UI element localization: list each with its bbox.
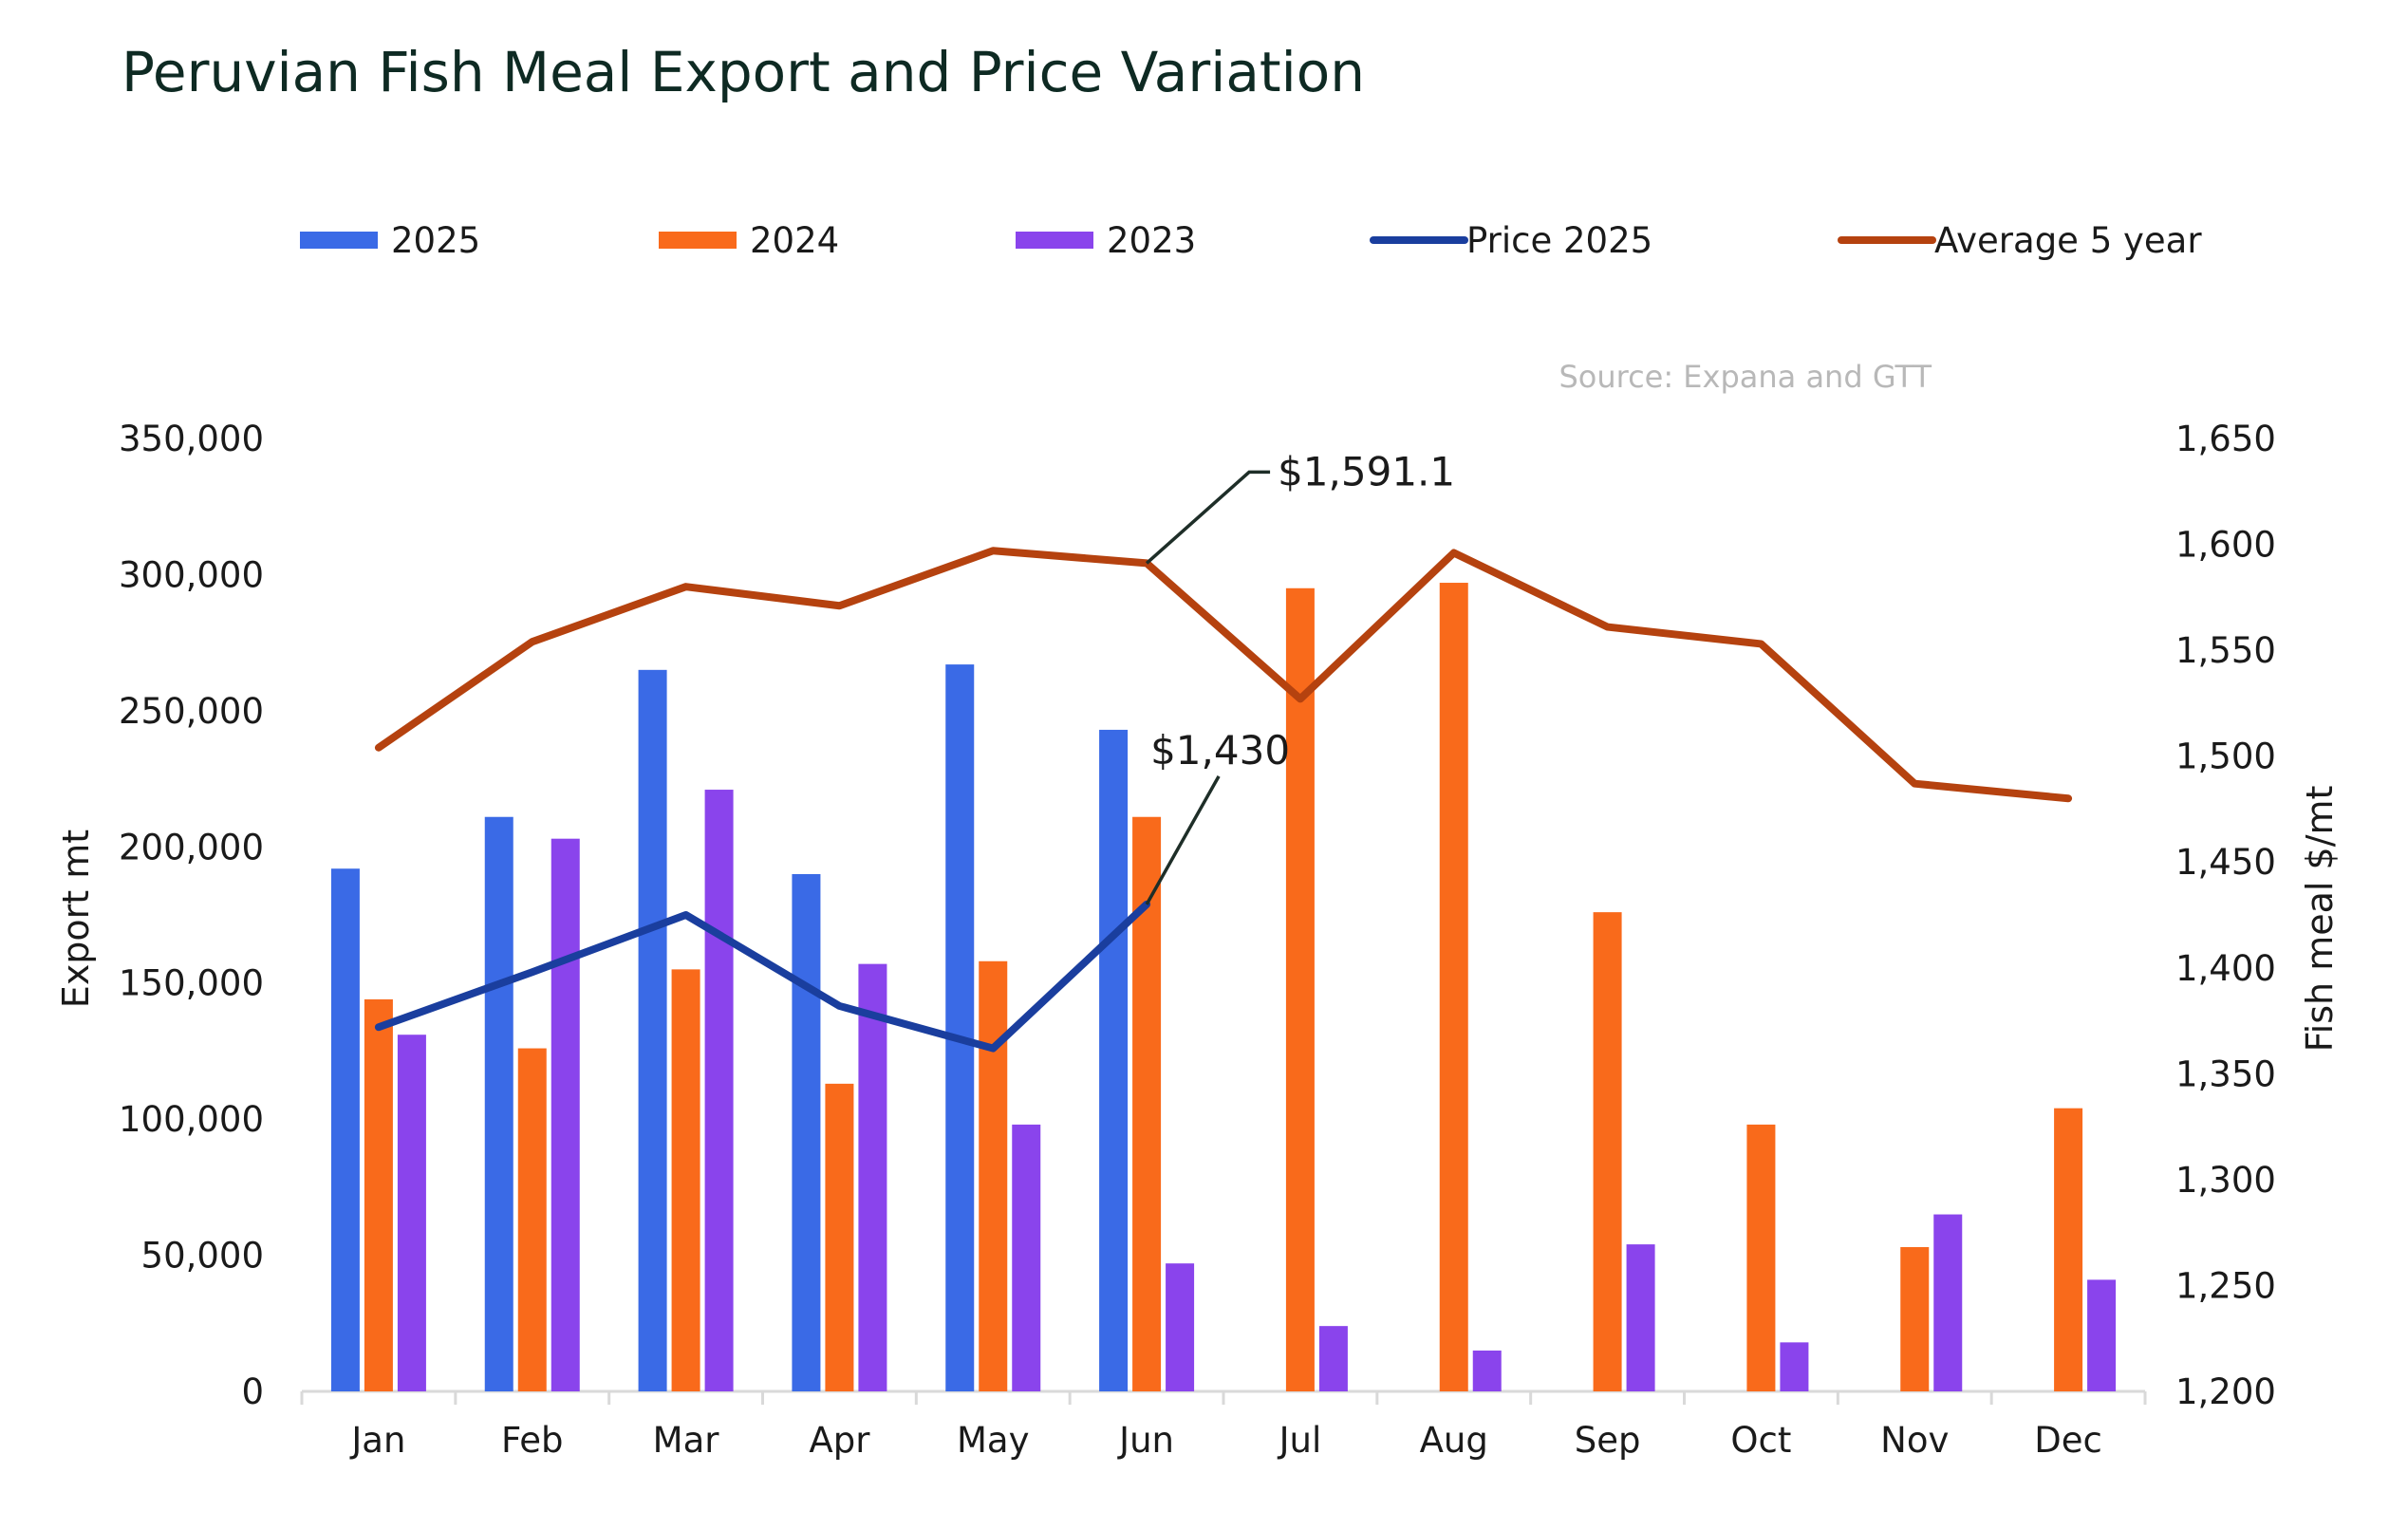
line-Average 5 year [374,547,2073,803]
annotations: $1,591.1 $1,430 [1145,448,1455,905]
legend-swatch-2025 [300,232,378,249]
bar-2024-May [979,960,1008,1391]
right-axis-title: Fish meal $/mt [2299,786,2341,1053]
x-tick-label: Apr [809,1420,870,1461]
bar-2024-Feb [517,1048,547,1391]
bar-2023-Feb [551,838,580,1391]
legend-swatch-2024 [659,232,737,249]
bar-2024-Nov [1900,1246,1930,1391]
legend-label-2025: 2025 [391,220,480,261]
y-right-tick-label: 1,550 [2175,630,2276,671]
bar-2023-Jan [397,1035,426,1391]
right-axis: 1,200 1,250 1,300 1,350 1,400 1,450 1,500 1,550… [2175,419,2276,1412]
legend: 2025 2024 2023 Price 2025 Average 5 year [300,220,2202,261]
annotation-leader [1145,774,1221,905]
x-tick-label: Feb [501,1420,564,1461]
annotation-label: $1,430 [1150,727,1290,774]
x-tick-label: Dec [2034,1420,2102,1461]
x-axis: Jan Feb Mar Apr May Jun Jul Aug Sep Oct Nov Dec [300,1391,2147,1461]
bar-2023-Nov [1933,1214,1963,1391]
bar-2023-Jul [1318,1326,1348,1391]
bar-2023-Mar [704,790,734,1391]
legend-label-2023: 2023 [1107,220,1196,261]
y-right-tick-label: 1,350 [2175,1054,2276,1094]
y-right-tick-label: 1,300 [2175,1160,2276,1201]
legend-swatch-2023 [1016,232,1093,249]
y-left-tick-label: 50,000 [141,1236,264,1277]
bar-2024-Mar [671,969,700,1391]
bar-2023-May [1012,1124,1041,1391]
bar-2024-Sep [1593,912,1622,1391]
bar-2025-Apr [792,873,821,1391]
left-axis: 0 50,000 100,000 150,000 200,000 250,000 300,0… [119,419,264,1412]
bar-2023-Aug [1472,1350,1502,1391]
bar-2023-Oct [1780,1342,1809,1391]
x-tick-label: Aug [1420,1420,1488,1461]
lines [374,547,2073,1053]
x-tick-label: Sep [1575,1420,1641,1461]
x-tick-label: Jul [1278,1420,1322,1461]
bar-2023-Apr [858,963,887,1391]
y-right-tick-label: 1,200 [2175,1371,2276,1412]
bar-2025-Jan [330,868,360,1391]
x-tick-label: Jan [349,1420,405,1461]
y-right-tick-label: 1,600 [2175,525,2276,566]
bar-2024-Dec [2054,1108,2083,1391]
y-right-tick-label: 1,650 [2175,419,2276,459]
chart-title: Peruvian Fish Meal Export and Price Vari… [121,40,1365,104]
annotation-label: $1,591.1 [1278,448,1455,494]
legend-label-2024: 2024 [750,220,839,261]
bar-2025-May [945,664,975,1391]
bar-2023-Sep [1626,1244,1655,1391]
bar-2024-Aug [1439,583,1468,1391]
y-left-tick-label: 100,000 [119,1099,264,1140]
legend-label-Average 5 year: Average 5 year [1934,220,2202,261]
bar-2024-Jul [1285,587,1315,1391]
bar-2025-Feb [484,816,513,1391]
y-left-tick-label: 350,000 [119,419,264,459]
line-Price 2025 [374,900,1151,1053]
y-left-tick-label: 250,000 [119,691,264,732]
annotation-leader [1145,470,1271,565]
x-tick-label: Oct [1730,1420,1791,1461]
bar-2024-Oct [1746,1124,1776,1391]
x-tick-label: May [957,1420,1030,1461]
y-right-tick-label: 1,450 [2175,842,2276,883]
bars [330,583,2117,1391]
y-right-tick-label: 1,500 [2175,737,2276,777]
y-left-tick-label: 300,000 [119,554,264,595]
y-right-tick-label: 1,400 [2175,948,2276,989]
left-axis-title: Export mt [55,830,97,1008]
bar-2025-Mar [638,669,667,1391]
bar-2024-Apr [825,1083,854,1391]
legend-label-Price 2025: Price 2025 [1466,220,1652,261]
y-left-tick-label: 150,000 [119,963,264,1004]
bar-2025-Jun [1099,729,1129,1391]
source-note: Source: Expana and GTT [1559,359,1932,395]
x-tick-label: Nov [1880,1420,1949,1461]
bar-2023-Dec [2087,1279,2117,1391]
bar-2023-Jun [1166,1263,1195,1391]
bar-2024-Jan [364,998,393,1391]
y-left-tick-label: 0 [241,1371,264,1412]
y-right-tick-label: 1,250 [2175,1265,2276,1306]
x-tick-label: Jun [1117,1420,1174,1461]
x-tick-label: Mar [653,1420,720,1461]
y-left-tick-label: 200,000 [119,827,264,867]
